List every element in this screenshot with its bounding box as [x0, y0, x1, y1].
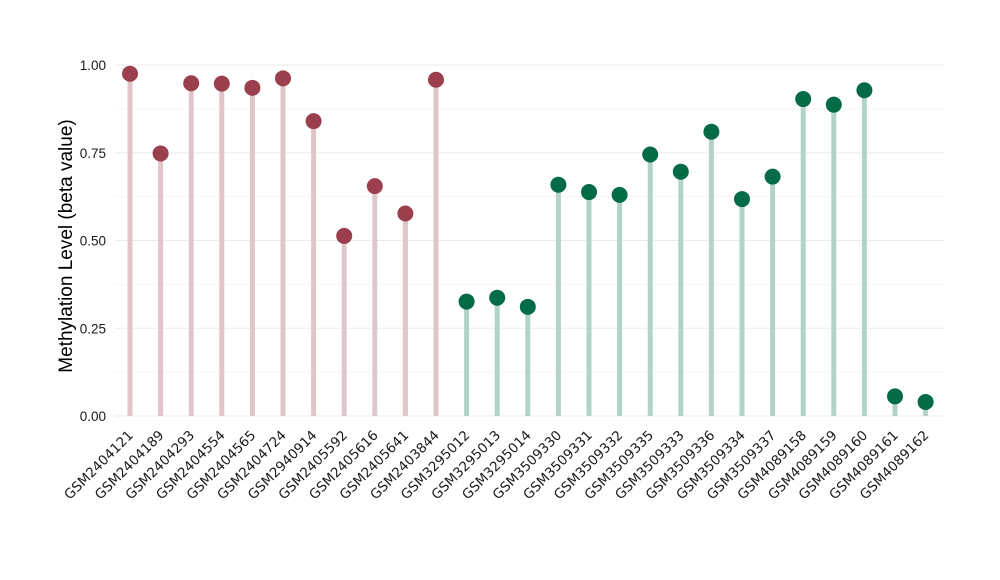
point	[519, 298, 536, 315]
y-tick-label: 0.00	[80, 409, 106, 424]
point	[764, 168, 781, 185]
point	[244, 79, 261, 96]
point	[703, 123, 720, 140]
point	[152, 145, 169, 162]
point	[428, 71, 444, 88]
point	[183, 75, 200, 92]
point	[887, 388, 903, 405]
point	[458, 293, 475, 310]
point	[917, 393, 934, 410]
point	[795, 91, 812, 108]
point	[366, 178, 383, 195]
y-tick-label: 0.50	[80, 234, 106, 249]
point	[336, 227, 353, 244]
point	[672, 163, 689, 180]
point	[550, 176, 567, 193]
y-tick-label: 0.75	[80, 146, 106, 161]
point	[275, 70, 291, 87]
point	[642, 146, 659, 163]
stems	[127, 73, 929, 416]
point	[122, 65, 138, 82]
y-axis-title: Methylation Level (beta value)	[56, 119, 77, 372]
y-axis-ticks: 0.00 0.25 0.50 0.75 1.00	[80, 58, 106, 424]
point	[581, 184, 597, 201]
point	[734, 191, 750, 208]
point	[213, 75, 230, 92]
point	[825, 96, 842, 113]
point	[856, 82, 873, 99]
y-tick-label: 1.00	[80, 58, 106, 73]
points	[122, 65, 934, 410]
point	[397, 205, 414, 222]
point	[305, 113, 322, 130]
point	[489, 289, 506, 306]
y-tick-label: 0.25	[80, 321, 106, 336]
x-axis-labels: GSM2404121GSM2404189GSM2404293GSM2404554…	[61, 428, 932, 504]
point	[611, 186, 628, 203]
